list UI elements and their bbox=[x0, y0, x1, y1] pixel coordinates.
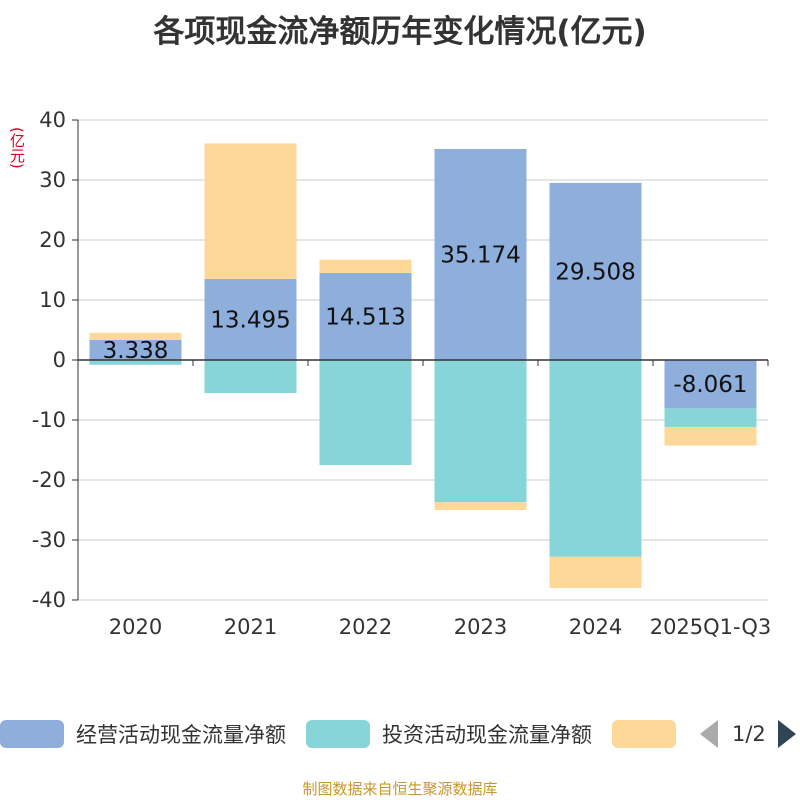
data-label-operating-2025Q1-Q3: -8.061 bbox=[673, 372, 747, 398]
y-tick-label: -40 bbox=[32, 588, 66, 612]
data-label-operating-2021: 13.495 bbox=[210, 308, 290, 334]
y-tick-label: 20 bbox=[39, 228, 66, 252]
legend-pager: 1/2 bbox=[700, 716, 796, 752]
data-source: 制图数据来自恒生聚源数据库 bbox=[302, 780, 498, 798]
bar-investing-2025Q1-Q3 bbox=[664, 408, 757, 427]
bar-investing-2021 bbox=[204, 360, 297, 393]
legend-label-operating: 经营活动现金流量净额 bbox=[76, 723, 286, 747]
data-label-operating-2022: 14.513 bbox=[325, 304, 405, 330]
chart-title: 各项现金流净额历年变化情况(亿元) bbox=[153, 14, 647, 50]
bar-operating-2022 bbox=[319, 272, 412, 360]
x-tick-label: 2024 bbox=[569, 615, 622, 639]
legend: 经营活动现金流量净额 投资活动现金流量净额 bbox=[0, 716, 696, 752]
y-tick-label: 30 bbox=[39, 168, 66, 192]
legend-swatch-operating bbox=[0, 720, 64, 748]
bar-investing-2022 bbox=[319, 360, 412, 465]
x-tick-label: 2021 bbox=[224, 615, 277, 639]
bar-operating-2024 bbox=[549, 182, 642, 360]
x-tick-label: 2025Q1-Q3 bbox=[650, 615, 772, 639]
bar-investing-2024 bbox=[549, 360, 642, 557]
bar-investing-2023 bbox=[434, 360, 527, 503]
bar-financing-2020 bbox=[89, 332, 182, 340]
legend-prev-page-icon[interactable] bbox=[700, 720, 718, 748]
bar-operating-2025Q1-Q3 bbox=[664, 360, 757, 409]
y-axis-unit: (亿元) bbox=[8, 127, 26, 169]
y-tick-label: 10 bbox=[39, 288, 66, 312]
bar-operating-2020 bbox=[89, 339, 182, 360]
data-label-operating-2024: 29.508 bbox=[555, 259, 635, 285]
bar-operating-2021 bbox=[204, 279, 297, 360]
bar-financing-2023 bbox=[434, 502, 527, 510]
legend-item-investing[interactable]: 投资活动现金流量净额 bbox=[306, 719, 592, 749]
x-tick-label: 2020 bbox=[109, 615, 162, 639]
legend-item-financing[interactable] bbox=[612, 720, 676, 748]
y-tick-label: -10 bbox=[32, 408, 66, 432]
legend-item-operating[interactable]: 经营活动现金流量净额 bbox=[0, 719, 286, 749]
y-tick-label: -30 bbox=[32, 528, 66, 552]
bar-operating-2023 bbox=[434, 148, 527, 360]
x-tick-label: 2022 bbox=[339, 615, 392, 639]
bar-investing-2020 bbox=[89, 360, 182, 365]
bar-financing-2022 bbox=[319, 259, 412, 273]
data-label-operating-2023: 35.174 bbox=[440, 242, 520, 268]
x-tick-label: 2023 bbox=[454, 615, 507, 639]
legend-swatch-financing bbox=[612, 720, 676, 748]
legend-swatch-investing bbox=[306, 720, 370, 748]
y-tick-label: 40 bbox=[39, 108, 66, 132]
legend-label-investing: 投资活动现金流量净额 bbox=[382, 723, 592, 747]
legend-page-indicator: 1/2 bbox=[732, 722, 766, 746]
bar-financing-2024 bbox=[549, 556, 642, 588]
bar-financing-2025Q1-Q3 bbox=[664, 426, 757, 446]
legend-next-page-icon[interactable] bbox=[777, 720, 796, 748]
y-tick-label: -20 bbox=[32, 468, 66, 492]
y-tick-label: 0 bbox=[53, 348, 66, 372]
bar-financing-2021 bbox=[204, 143, 297, 280]
